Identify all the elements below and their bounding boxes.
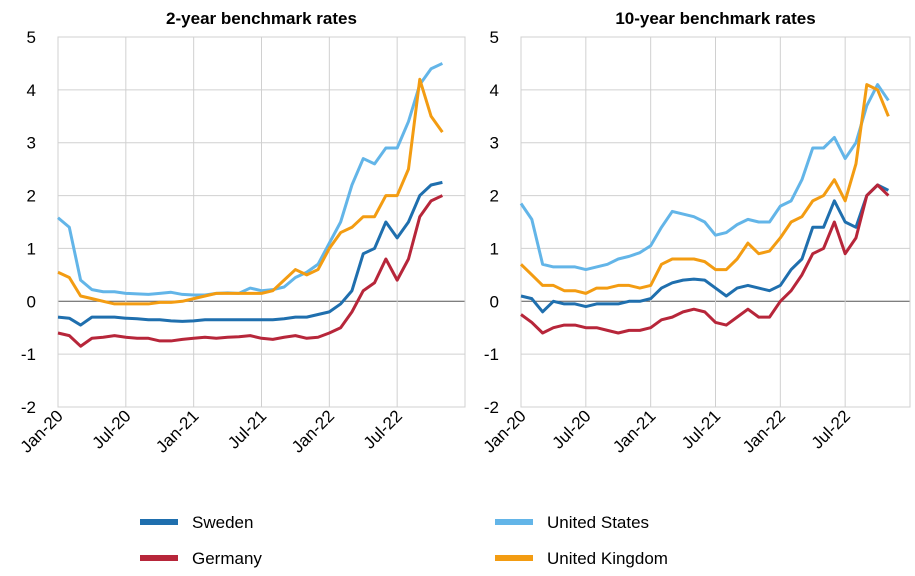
series-line <box>57 62 444 297</box>
series-line <box>57 180 443 327</box>
y-tick-label: 2 <box>27 187 36 206</box>
series-line <box>57 194 444 348</box>
x-tick-label: Jan-21 <box>152 406 202 456</box>
y-tick-label: 1 <box>490 239 499 258</box>
x-tick-label: Jul-21 <box>678 406 724 452</box>
legend-label: United Kingdom <box>547 549 668 568</box>
y-tick-label: 0 <box>27 292 36 311</box>
chart-title: 2-year benchmark rates <box>166 9 357 28</box>
series-line <box>519 83 890 272</box>
x-tick-label: Jan-22 <box>739 406 789 456</box>
series-line <box>520 183 890 314</box>
x-tick-label: Jul-22 <box>360 406 406 452</box>
y-tick-label: 5 <box>490 28 499 47</box>
legend-label: Germany <box>192 549 262 568</box>
y-tick-label: -2 <box>484 398 499 417</box>
y-tick-label: -1 <box>484 345 499 364</box>
x-tick-label: Jan-22 <box>288 406 338 456</box>
x-tick-label: Jul-20 <box>88 406 134 452</box>
series-line <box>57 77 444 306</box>
legend-label: United States <box>547 513 649 532</box>
x-tick-label: Jul-21 <box>224 406 270 452</box>
y-tick-label: 5 <box>27 28 36 47</box>
y-tick-label: 2 <box>490 187 499 206</box>
y-tick-label: -2 <box>21 398 36 417</box>
legend-label: Sweden <box>192 513 253 532</box>
y-tick-label: 4 <box>490 81 499 100</box>
x-tick-label: Jan-21 <box>609 406 659 456</box>
series-line <box>520 183 890 335</box>
plot-frame <box>57 36 466 408</box>
x-tick-label: Jul-20 <box>548 406 594 452</box>
y-tick-label: 1 <box>27 239 36 258</box>
y-tick-label: 0 <box>490 292 499 311</box>
y-tick-label: 4 <box>27 81 36 100</box>
y-tick-label: 3 <box>27 134 36 153</box>
plot-frame <box>520 36 911 408</box>
y-tick-label: 3 <box>490 134 499 153</box>
series-line <box>519 83 890 295</box>
y-tick-label: -1 <box>21 345 36 364</box>
chart-title: 10-year benchmark rates <box>615 9 815 28</box>
x-tick-label: Jul-22 <box>808 406 854 452</box>
